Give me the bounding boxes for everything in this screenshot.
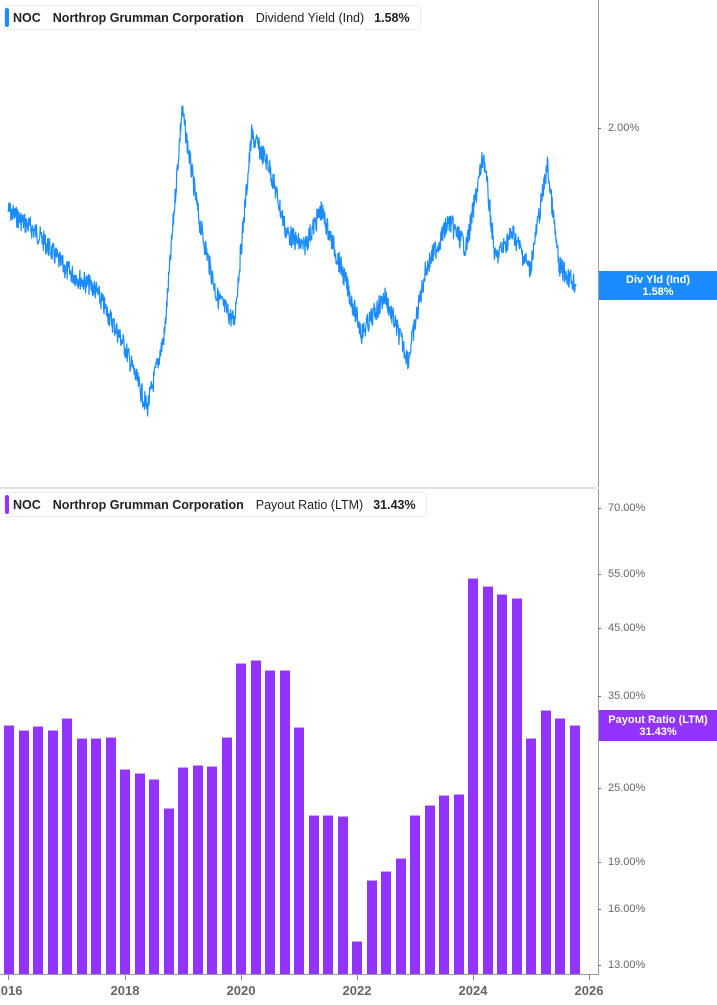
tick-mark bbox=[598, 628, 601, 629]
payout-bar[interactable] bbox=[555, 717, 565, 974]
payout-bar[interactable] bbox=[497, 593, 507, 974]
payout-bar[interactable] bbox=[395, 857, 406, 974]
tick-mark bbox=[598, 508, 601, 509]
y-tick-label: 19.00% bbox=[608, 856, 646, 868]
payout-bar[interactable] bbox=[308, 814, 319, 974]
payout-bar[interactable] bbox=[221, 737, 232, 974]
legend-value: 31.43% bbox=[373, 497, 416, 512]
y-axis-line-top bbox=[598, 0, 599, 487]
flag-value: 1.58% bbox=[642, 285, 674, 298]
legend-color-swatch bbox=[5, 495, 9, 514]
current-value-flag-div-yield: Div Yld (Ind) 1.58% bbox=[599, 271, 717, 300]
x-label-2026: 2026 bbox=[574, 983, 604, 998]
dividend-yield-line-chart[interactable] bbox=[0, 0, 598, 487]
payout-bar[interactable] bbox=[410, 814, 420, 974]
payout-bar[interactable] bbox=[47, 729, 58, 974]
payout-bar[interactable] bbox=[424, 805, 435, 974]
dividend-yield-legend[interactable]: NOC Northrop Grumman Corporation Dividen… bbox=[4, 5, 421, 30]
payout-bar[interactable] bbox=[366, 879, 377, 974]
payout-bar[interactable] bbox=[163, 807, 174, 974]
payout-bar[interactable] bbox=[192, 764, 203, 974]
payout-bar[interactable] bbox=[76, 737, 87, 974]
payout-bar[interactable] bbox=[439, 795, 449, 974]
legend-company: Northrop Grumman Corporation bbox=[52, 497, 244, 512]
panel-divider[interactable] bbox=[0, 487, 598, 489]
dividend-yield-line bbox=[7, 105, 577, 417]
legend-ticker: NOC bbox=[13, 10, 41, 25]
tick-mark bbox=[598, 909, 601, 910]
payout-bar[interactable] bbox=[207, 765, 217, 974]
tick-mark bbox=[598, 574, 601, 575]
payout-bar[interactable] bbox=[279, 670, 290, 974]
tick-mark bbox=[598, 788, 601, 789]
payout-bar[interactable] bbox=[468, 578, 478, 974]
tick-mark bbox=[598, 965, 601, 966]
y-tick-label: 55.00% bbox=[608, 568, 646, 580]
y-tick-label: 45.00% bbox=[608, 622, 646, 634]
x-label-2016: 2016 bbox=[0, 983, 23, 998]
payout-bar[interactable] bbox=[323, 814, 333, 974]
y-tick-label: 16.00% bbox=[608, 903, 646, 915]
payout-bar[interactable] bbox=[453, 794, 464, 974]
payout-bar[interactable] bbox=[120, 768, 130, 974]
payout-bar[interactable] bbox=[352, 941, 362, 974]
payout-ratio-legend[interactable]: NOC Northrop Grumman Corporation Payout … bbox=[4, 492, 427, 517]
payout-bar[interactable] bbox=[511, 598, 522, 974]
x-label-2024: 2024 bbox=[458, 983, 488, 998]
payout-bar[interactable] bbox=[294, 727, 304, 974]
payout-bar[interactable] bbox=[33, 726, 43, 974]
legend-company: Northrop Grumman Corporation bbox=[52, 10, 244, 25]
payout-bar[interactable] bbox=[149, 778, 159, 974]
x-axis-line bbox=[0, 974, 598, 975]
payout-bar[interactable] bbox=[526, 737, 536, 974]
x-label-2022: 2022 bbox=[342, 983, 372, 998]
x-tick-2018 bbox=[125, 975, 126, 980]
payout-bar[interactable] bbox=[482, 586, 493, 974]
legend-metric: Dividend Yield (Ind) bbox=[255, 10, 365, 25]
payout-bar[interactable] bbox=[569, 725, 580, 974]
x-tick-2026 bbox=[589, 975, 590, 980]
y-tick-label: 25.00% bbox=[608, 782, 646, 794]
payout-bar[interactable] bbox=[337, 816, 348, 974]
current-value-flag-payout-ratio: Payout Ratio (LTM) 31.43% bbox=[599, 710, 717, 741]
y-tick-label: 2.00% bbox=[608, 122, 640, 134]
flag-label: Div Yld (Ind) bbox=[626, 273, 690, 286]
x-tick-2022 bbox=[357, 975, 358, 980]
legend-metric: Payout Ratio (LTM) bbox=[255, 497, 364, 512]
tick-mark bbox=[598, 862, 601, 863]
y-tick-label: 70.00% bbox=[608, 502, 646, 514]
payout-bar[interactable] bbox=[178, 766, 188, 974]
payout-bar[interactable] bbox=[381, 870, 391, 974]
payout-bar[interactable] bbox=[62, 717, 72, 974]
x-tick-2016 bbox=[8, 975, 9, 980]
payout-bar[interactable] bbox=[540, 710, 551, 974]
x-tick-2024 bbox=[473, 975, 474, 980]
tick-mark bbox=[598, 128, 601, 129]
payout-bar[interactable] bbox=[4, 724, 14, 974]
dividend-yield-panel: NOC Northrop Grumman Corporation Dividen… bbox=[0, 0, 717, 487]
payout-bar[interactable] bbox=[250, 659, 261, 974]
payout-bar[interactable] bbox=[18, 729, 29, 974]
y-tick-label: 13.00% bbox=[608, 959, 646, 971]
payout-bar[interactable] bbox=[134, 772, 145, 974]
legend-color-swatch bbox=[5, 8, 9, 27]
payout-bar[interactable] bbox=[91, 737, 101, 974]
flag-value: 31.43% bbox=[639, 725, 677, 738]
legend-value: 1.58% bbox=[374, 10, 410, 25]
x-label-2020: 2020 bbox=[226, 983, 256, 998]
flag-label: Payout Ratio (LTM) bbox=[608, 713, 708, 726]
x-tick-2020 bbox=[241, 975, 242, 980]
payout-bar[interactable] bbox=[265, 670, 275, 974]
legend-ticker: NOC bbox=[13, 497, 41, 512]
y-axis-line-bottom bbox=[598, 489, 599, 975]
payout-bar[interactable] bbox=[105, 737, 116, 974]
payout-bar[interactable] bbox=[236, 663, 246, 974]
tick-mark bbox=[598, 696, 601, 697]
y-tick-label: 35.00% bbox=[608, 690, 646, 702]
x-label-2018: 2018 bbox=[110, 983, 140, 998]
payout-ratio-panel: NOC Northrop Grumman Corporation Payout … bbox=[0, 489, 717, 1005]
